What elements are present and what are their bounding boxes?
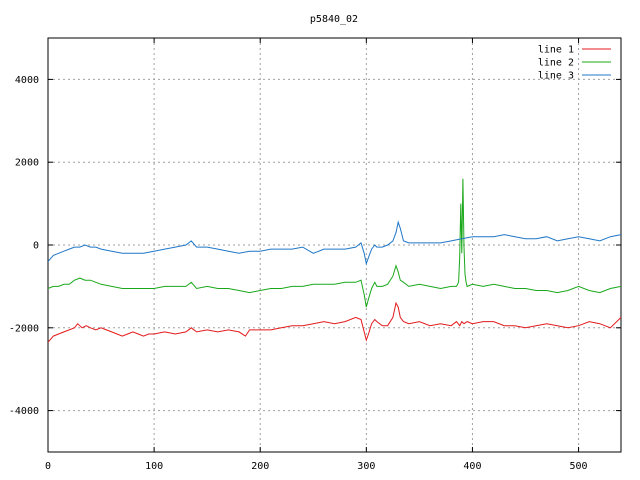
y-tick-label: 2000 — [15, 158, 39, 169]
legend-label: line 1 — [538, 45, 574, 56]
legend-label: line 2 — [538, 58, 574, 69]
series-line-1-line — [47, 301, 622, 343]
y-tick-label: -4000 — [9, 406, 39, 417]
chart-title: p5840_02 — [310, 14, 358, 25]
legend-label: line 3 — [538, 71, 574, 82]
series-line-3-line — [47, 220, 622, 266]
series-line-2-line — [47, 178, 622, 308]
plot-frame — [47, 37, 622, 453]
y-tick-label: 4000 — [15, 75, 39, 86]
x-tick-label: 100 — [145, 461, 163, 472]
x-tick-label: 400 — [463, 461, 481, 472]
x-tick-label: 200 — [251, 461, 269, 472]
legend: line 1 line 2 line 3 — [538, 45, 611, 82]
y-tick-label: 0 — [33, 241, 39, 252]
x-tick-label: 300 — [357, 461, 375, 472]
y-tick-label: -2000 — [9, 323, 39, 334]
x-tick-label: 0 — [45, 461, 51, 472]
x-tick-label: 500 — [570, 461, 588, 472]
